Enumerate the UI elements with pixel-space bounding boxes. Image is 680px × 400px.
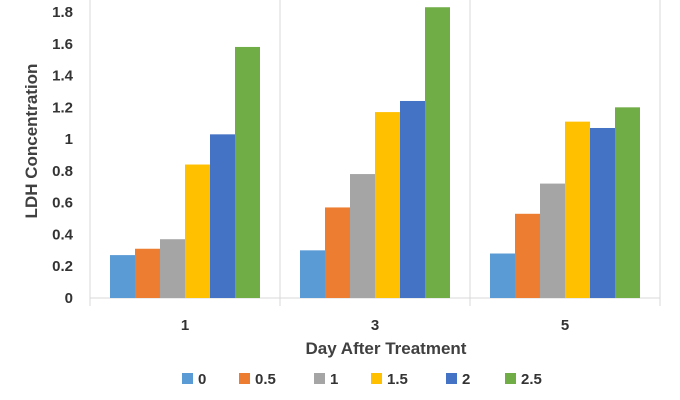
legend-label: 1 — [330, 371, 338, 388]
bar-3-1.5 — [375, 112, 400, 298]
legend-label: 2 — [462, 371, 470, 388]
y-axis-ticks: 0 0.2 0.4 0.6 0.8 1 1.2 1.4 1.6 1.8 — [52, 4, 74, 307]
bar-1-1.5 — [185, 164, 210, 298]
legend-swatch — [182, 373, 193, 384]
legend-swatch — [371, 373, 382, 384]
y-tick-label: 0 — [65, 290, 73, 307]
bars — [110, 7, 640, 299]
x-tick-label: 1 — [181, 317, 189, 334]
legend-swatch — [239, 373, 250, 384]
y-tick-label: 0.6 — [52, 195, 73, 212]
bar-5-0.5 — [515, 213, 540, 298]
bar-3-2.5 — [425, 7, 450, 298]
y-axis-title: LDH Concentration — [22, 64, 41, 219]
legend-label: 0.5 — [255, 371, 276, 388]
bar-3-2 — [400, 100, 425, 298]
y-tick-label: 1 — [65, 131, 73, 148]
bar-3-1 — [350, 174, 375, 298]
bar-5-1.5 — [565, 121, 590, 298]
category-dividers — [89, 0, 661, 306]
y-tick-label: 0.2 — [52, 258, 73, 275]
bar-3-0.5 — [325, 207, 350, 298]
bar-1-1 — [160, 239, 185, 298]
x-axis-title: Day After Treatment — [306, 339, 467, 358]
bar-5-2 — [590, 127, 615, 298]
legend: 0 0.5 1 1.5 2 2.5 — [182, 371, 542, 388]
x-tick-label: 3 — [371, 317, 379, 334]
y-tick-label: 1.8 — [52, 4, 73, 21]
y-tick-label: 1.6 — [52, 36, 73, 53]
bar-1-2.5 — [235, 46, 260, 299]
y-tick-label: 0.4 — [52, 226, 74, 243]
legend-label: 1.5 — [387, 371, 408, 388]
x-tick-label: 5 — [561, 317, 569, 334]
bar-5-0 — [490, 253, 515, 298]
legend-swatch — [505, 373, 516, 384]
bar-3-0 — [300, 250, 325, 298]
legend-label: 0 — [198, 371, 206, 388]
legend-swatch — [314, 373, 325, 384]
y-tick-label: 1.4 — [52, 68, 74, 85]
bar-5-2.5 — [615, 107, 640, 298]
legend-label: 2.5 — [521, 371, 542, 388]
legend-swatch — [446, 373, 457, 384]
y-tick-label: 0.8 — [52, 163, 73, 180]
x-axis-ticks: 1 3 5 — [181, 317, 569, 334]
bar-1-0.5 — [135, 248, 160, 298]
bar-5-1 — [540, 183, 565, 298]
y-tick-label: 1.2 — [52, 99, 73, 116]
bar-1-2 — [210, 134, 235, 298]
bar-1-0 — [110, 255, 135, 298]
